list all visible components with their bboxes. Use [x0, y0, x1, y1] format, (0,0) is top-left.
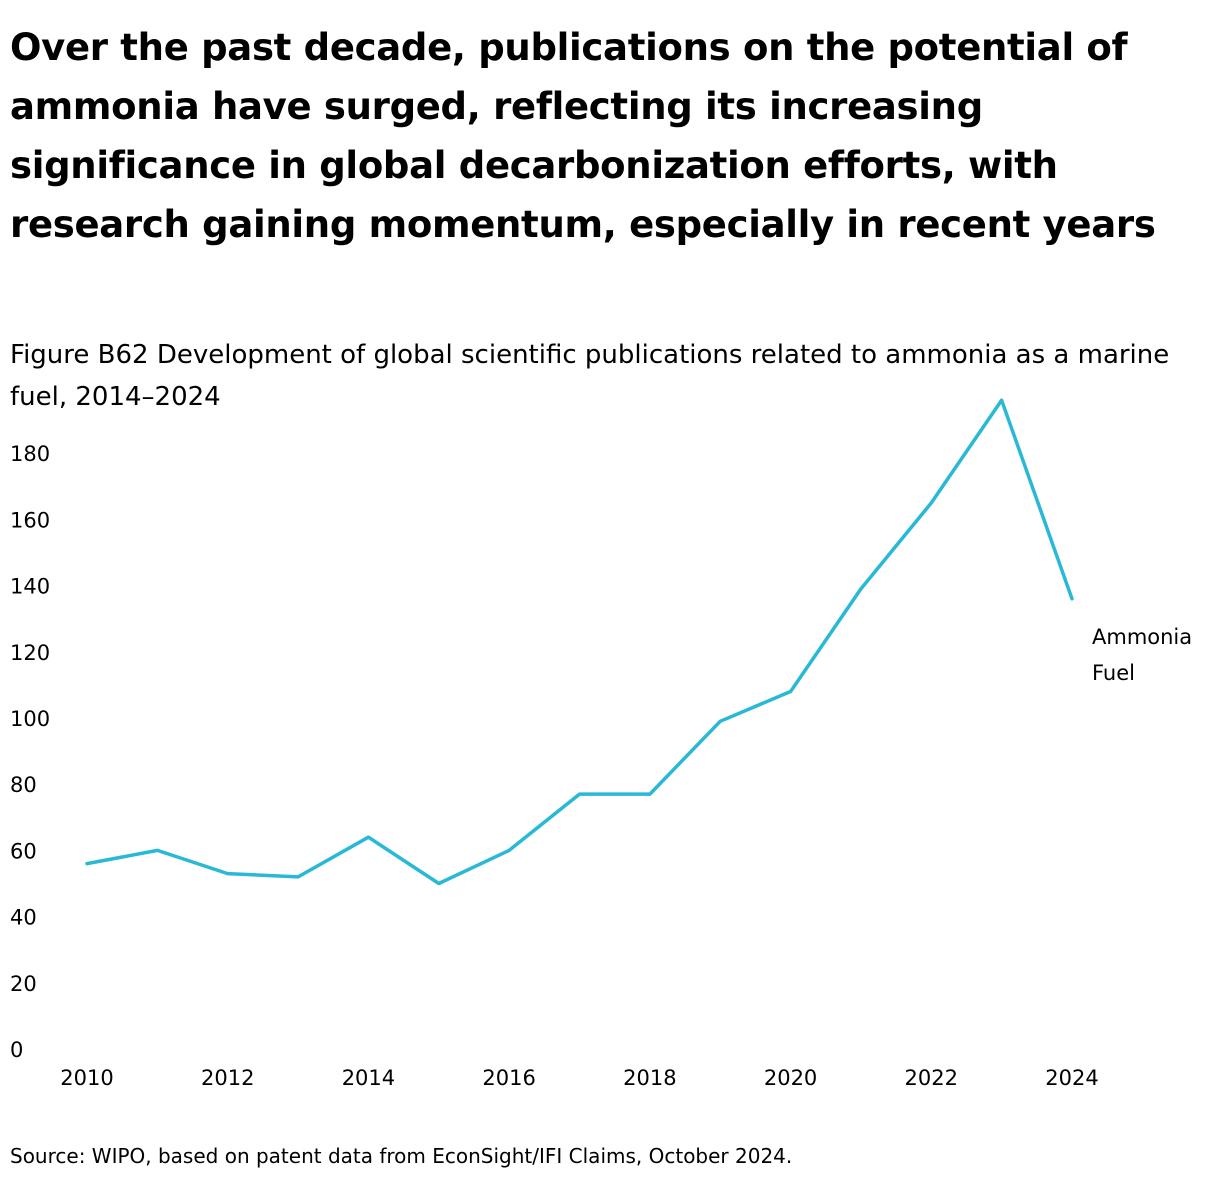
series-label: Ammonia	[1092, 625, 1192, 649]
series-line	[85, 398, 1074, 886]
series-label: Fuel	[1092, 661, 1135, 685]
x-tick-label: 2012	[201, 1066, 254, 1090]
y-tick-label: 20	[10, 972, 37, 996]
y-tick-label: 40	[10, 906, 37, 930]
y-tick-label: 80	[10, 773, 37, 797]
y-tick-label: 0	[10, 1038, 23, 1062]
y-tick-label: 140	[10, 575, 50, 599]
x-tick-label: 2022	[905, 1066, 958, 1090]
y-tick-label: 180	[10, 442, 50, 466]
x-tick-label: 2010	[60, 1066, 113, 1090]
y-tick-label: 120	[10, 641, 50, 665]
x-tick-label: 2014	[342, 1066, 395, 1090]
x-tick-label: 2024	[1045, 1066, 1098, 1090]
y-tick-label: 100	[10, 707, 50, 731]
y-tick-label: 60	[10, 839, 37, 863]
x-tick-label: 2018	[623, 1066, 676, 1090]
x-tick-label: 2016	[482, 1066, 535, 1090]
y-tick-label: 160	[10, 508, 50, 532]
source-note: Source: WIPO, based on patent data from …	[10, 1144, 793, 1168]
x-tick-label: 2020	[764, 1066, 817, 1090]
chart-subtitle: Figure B62 Development of global scienti…	[10, 340, 1170, 412]
chart-title: Over the past decade, publications on th…	[10, 26, 1156, 246]
